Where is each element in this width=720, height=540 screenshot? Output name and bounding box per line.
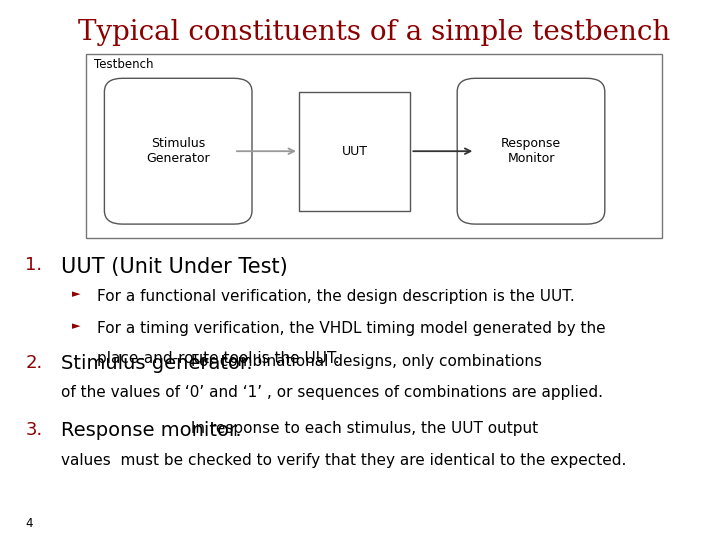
FancyBboxPatch shape: [299, 92, 410, 211]
Text: Response monitor.: Response monitor.: [61, 421, 242, 440]
Text: 3.: 3.: [25, 421, 42, 439]
Text: ►: ►: [72, 289, 81, 299]
Text: Response
Monitor: Response Monitor: [501, 137, 561, 165]
Text: For combinational designs, only combinations: For combinational designs, only combinat…: [186, 354, 541, 369]
FancyBboxPatch shape: [104, 78, 252, 224]
Text: UUT (Unit Under Test): UUT (Unit Under Test): [61, 256, 288, 276]
Text: For a functional verification, the design description is the UUT.: For a functional verification, the desig…: [97, 289, 575, 304]
Text: 1.: 1.: [25, 256, 42, 274]
Text: In response to each stimulus, the UUT output: In response to each stimulus, the UUT ou…: [186, 421, 538, 436]
Text: place-and-route tool is the UUT.: place-and-route tool is the UUT.: [97, 351, 340, 366]
Text: UUT: UUT: [341, 145, 368, 158]
Text: For a timing verification, the VHDL timing model generated by the: For a timing verification, the VHDL timi…: [97, 321, 606, 336]
Text: Stimulus
Generator: Stimulus Generator: [146, 137, 210, 165]
FancyBboxPatch shape: [457, 78, 605, 224]
FancyBboxPatch shape: [86, 54, 662, 238]
Text: values  must be checked to verify that they are identical to the expected.: values must be checked to verify that th…: [61, 453, 626, 468]
Text: Stimulus generator.: Stimulus generator.: [61, 354, 253, 373]
Text: 4: 4: [25, 517, 32, 530]
Text: Testbench: Testbench: [94, 58, 153, 71]
Text: Typical constituents of a simple testbench: Typical constituents of a simple testben…: [78, 19, 670, 46]
Text: of the values of ‘0’ and ‘1’ , or sequences of combinations are applied.: of the values of ‘0’ and ‘1’ , or sequen…: [61, 385, 603, 400]
Text: ►: ►: [72, 321, 81, 332]
Text: 2.: 2.: [25, 354, 42, 372]
